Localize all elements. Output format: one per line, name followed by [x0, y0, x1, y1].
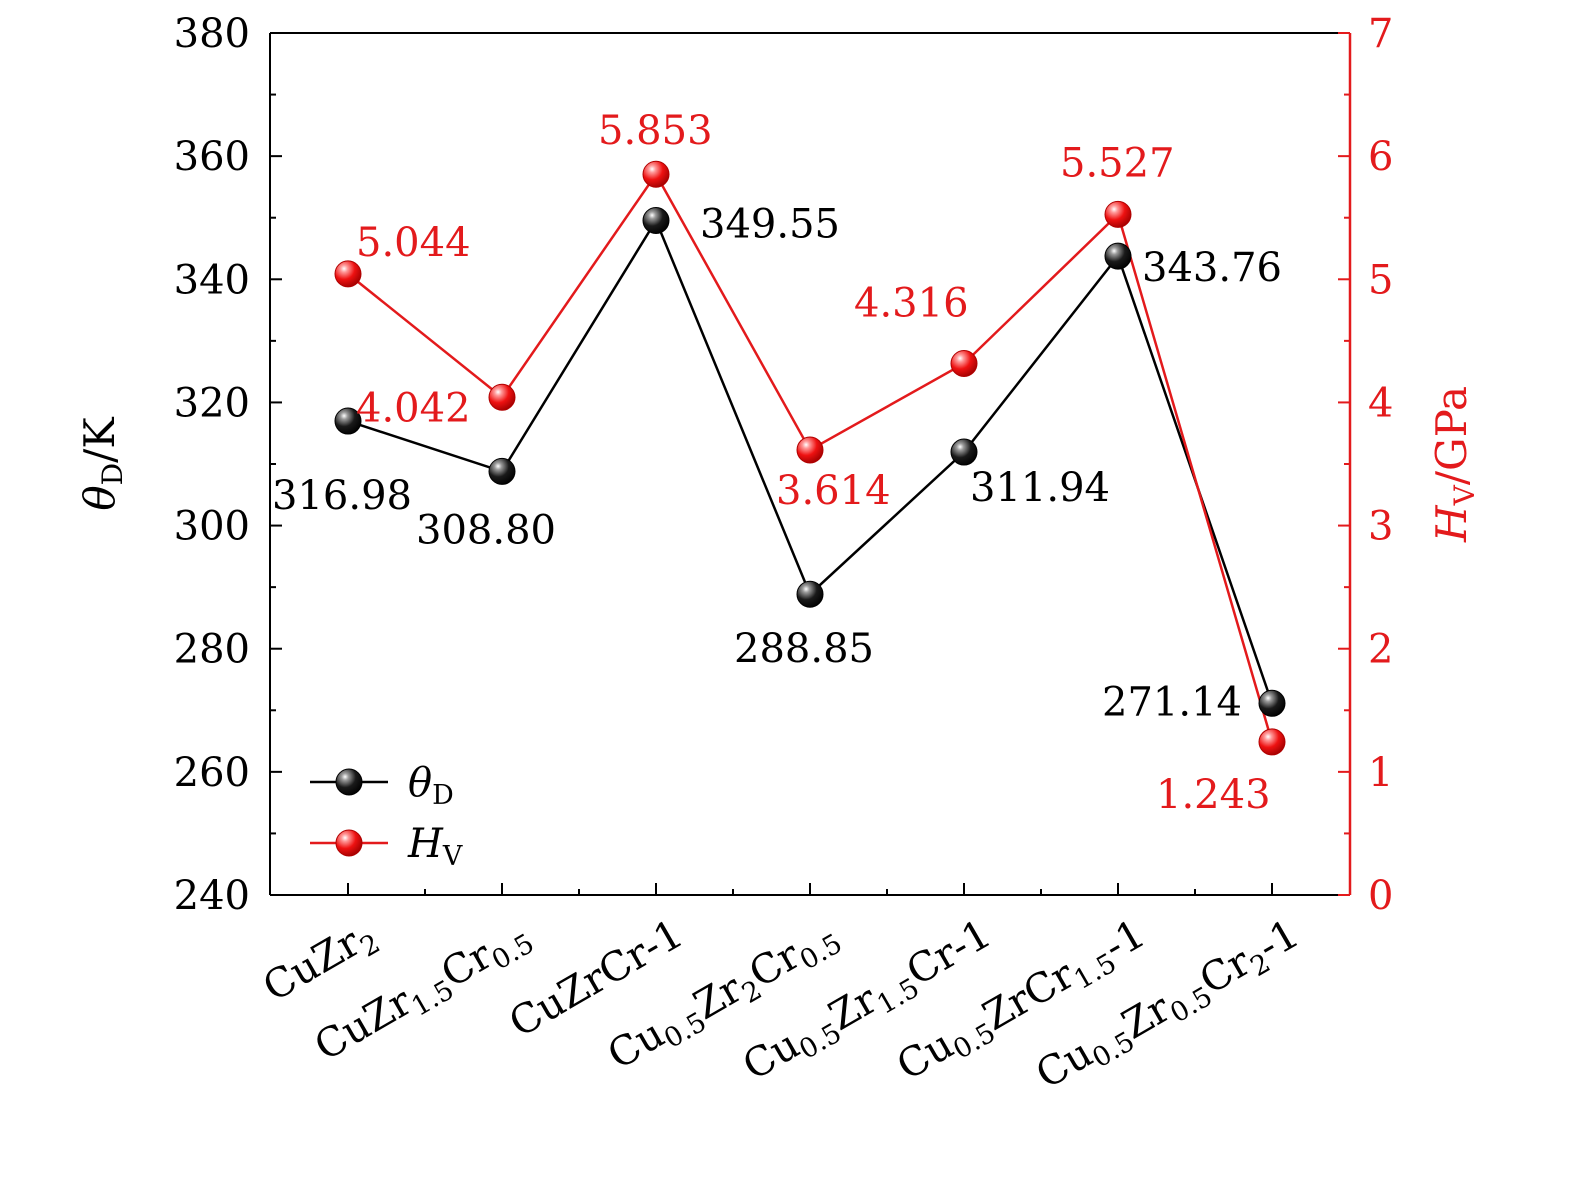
- left-axis-title: θD/K: [75, 416, 129, 511]
- right-tick-label: 2: [1368, 627, 1393, 673]
- left-tick-label: 300: [174, 504, 250, 550]
- right-tick-label: 7: [1368, 11, 1393, 57]
- right-tick-label: 1: [1368, 750, 1393, 796]
- left-tick-label: 320: [174, 380, 250, 426]
- x-category-label: Cu0.5Zr0.5Cr2-1: [1028, 911, 1309, 1103]
- legend-marker-0: [335, 768, 363, 796]
- legend-label-0: θD: [408, 760, 454, 811]
- left-tick-label: 340: [174, 257, 250, 303]
- left-tick-label: 280: [174, 627, 250, 673]
- left-y-axis: 240 260 280 300 320 340 360 380 θD/K: [75, 11, 282, 919]
- series-1-data-label: 3.614: [776, 468, 891, 514]
- right-tick-label: 0: [1368, 873, 1393, 919]
- series-0-point: [1104, 242, 1132, 270]
- legend-marker-1: [335, 829, 363, 857]
- series-0-point: [488, 457, 516, 485]
- series-1-data-label: 4.316: [854, 281, 969, 327]
- series-0-data-label: 308.80: [416, 507, 556, 553]
- left-tick-label: 260: [174, 750, 250, 796]
- series-1-point: [1258, 728, 1286, 756]
- series-1-data-label: 1.243: [1156, 772, 1271, 818]
- right-tick-label: 4: [1368, 380, 1393, 426]
- legend-label-1: HV: [407, 821, 463, 872]
- series-0-point: [1258, 689, 1286, 717]
- right-axis-title: HV/GPa: [1427, 386, 1481, 543]
- series-1-data-label: 4.042: [356, 385, 471, 431]
- series-0-point: [796, 580, 824, 608]
- right-tick-label: 5: [1368, 257, 1393, 303]
- left-tick-label: 360: [174, 134, 250, 180]
- series-1-point: [334, 260, 362, 288]
- series-0-data-label: 316.98: [272, 473, 412, 519]
- series-1-data-label: 5.044: [356, 220, 471, 266]
- series-0-point: [642, 206, 670, 234]
- left-tick-label: 380: [174, 11, 250, 57]
- series-0-data-label: 311.94: [970, 465, 1110, 511]
- series-layer: [334, 160, 1286, 756]
- x-axis: CuZr2CuZr1.5Cr0.5CuZrCr-1Cu0.5Zr2Cr0.5Cu…: [256, 883, 1309, 1103]
- series-1-data-label: 5.853: [598, 108, 713, 154]
- legend: θD HV: [310, 760, 463, 872]
- series-0-data-label: 288.85: [734, 626, 874, 672]
- series-1-point: [950, 350, 978, 378]
- right-tick-label: 3: [1368, 504, 1393, 550]
- series-1-point: [1104, 200, 1132, 228]
- series-0-data-label: 271.14: [1102, 679, 1242, 725]
- series-0-point: [334, 407, 362, 435]
- left-tick-label: 240: [174, 873, 250, 919]
- series-1-point: [796, 436, 824, 464]
- series-1-point: [488, 383, 516, 411]
- right-tick-label: 6: [1368, 134, 1393, 180]
- series-0-data-label: 343.76: [1142, 245, 1282, 291]
- series-1-point: [642, 160, 670, 188]
- series-0-data-label: 349.55: [700, 201, 840, 247]
- series-1-data-label: 5.527: [1060, 140, 1175, 186]
- right-y-axis: 0 1 2 3 4 5 6 7 HV/GPa: [1338, 11, 1481, 919]
- series-0-point: [950, 438, 978, 466]
